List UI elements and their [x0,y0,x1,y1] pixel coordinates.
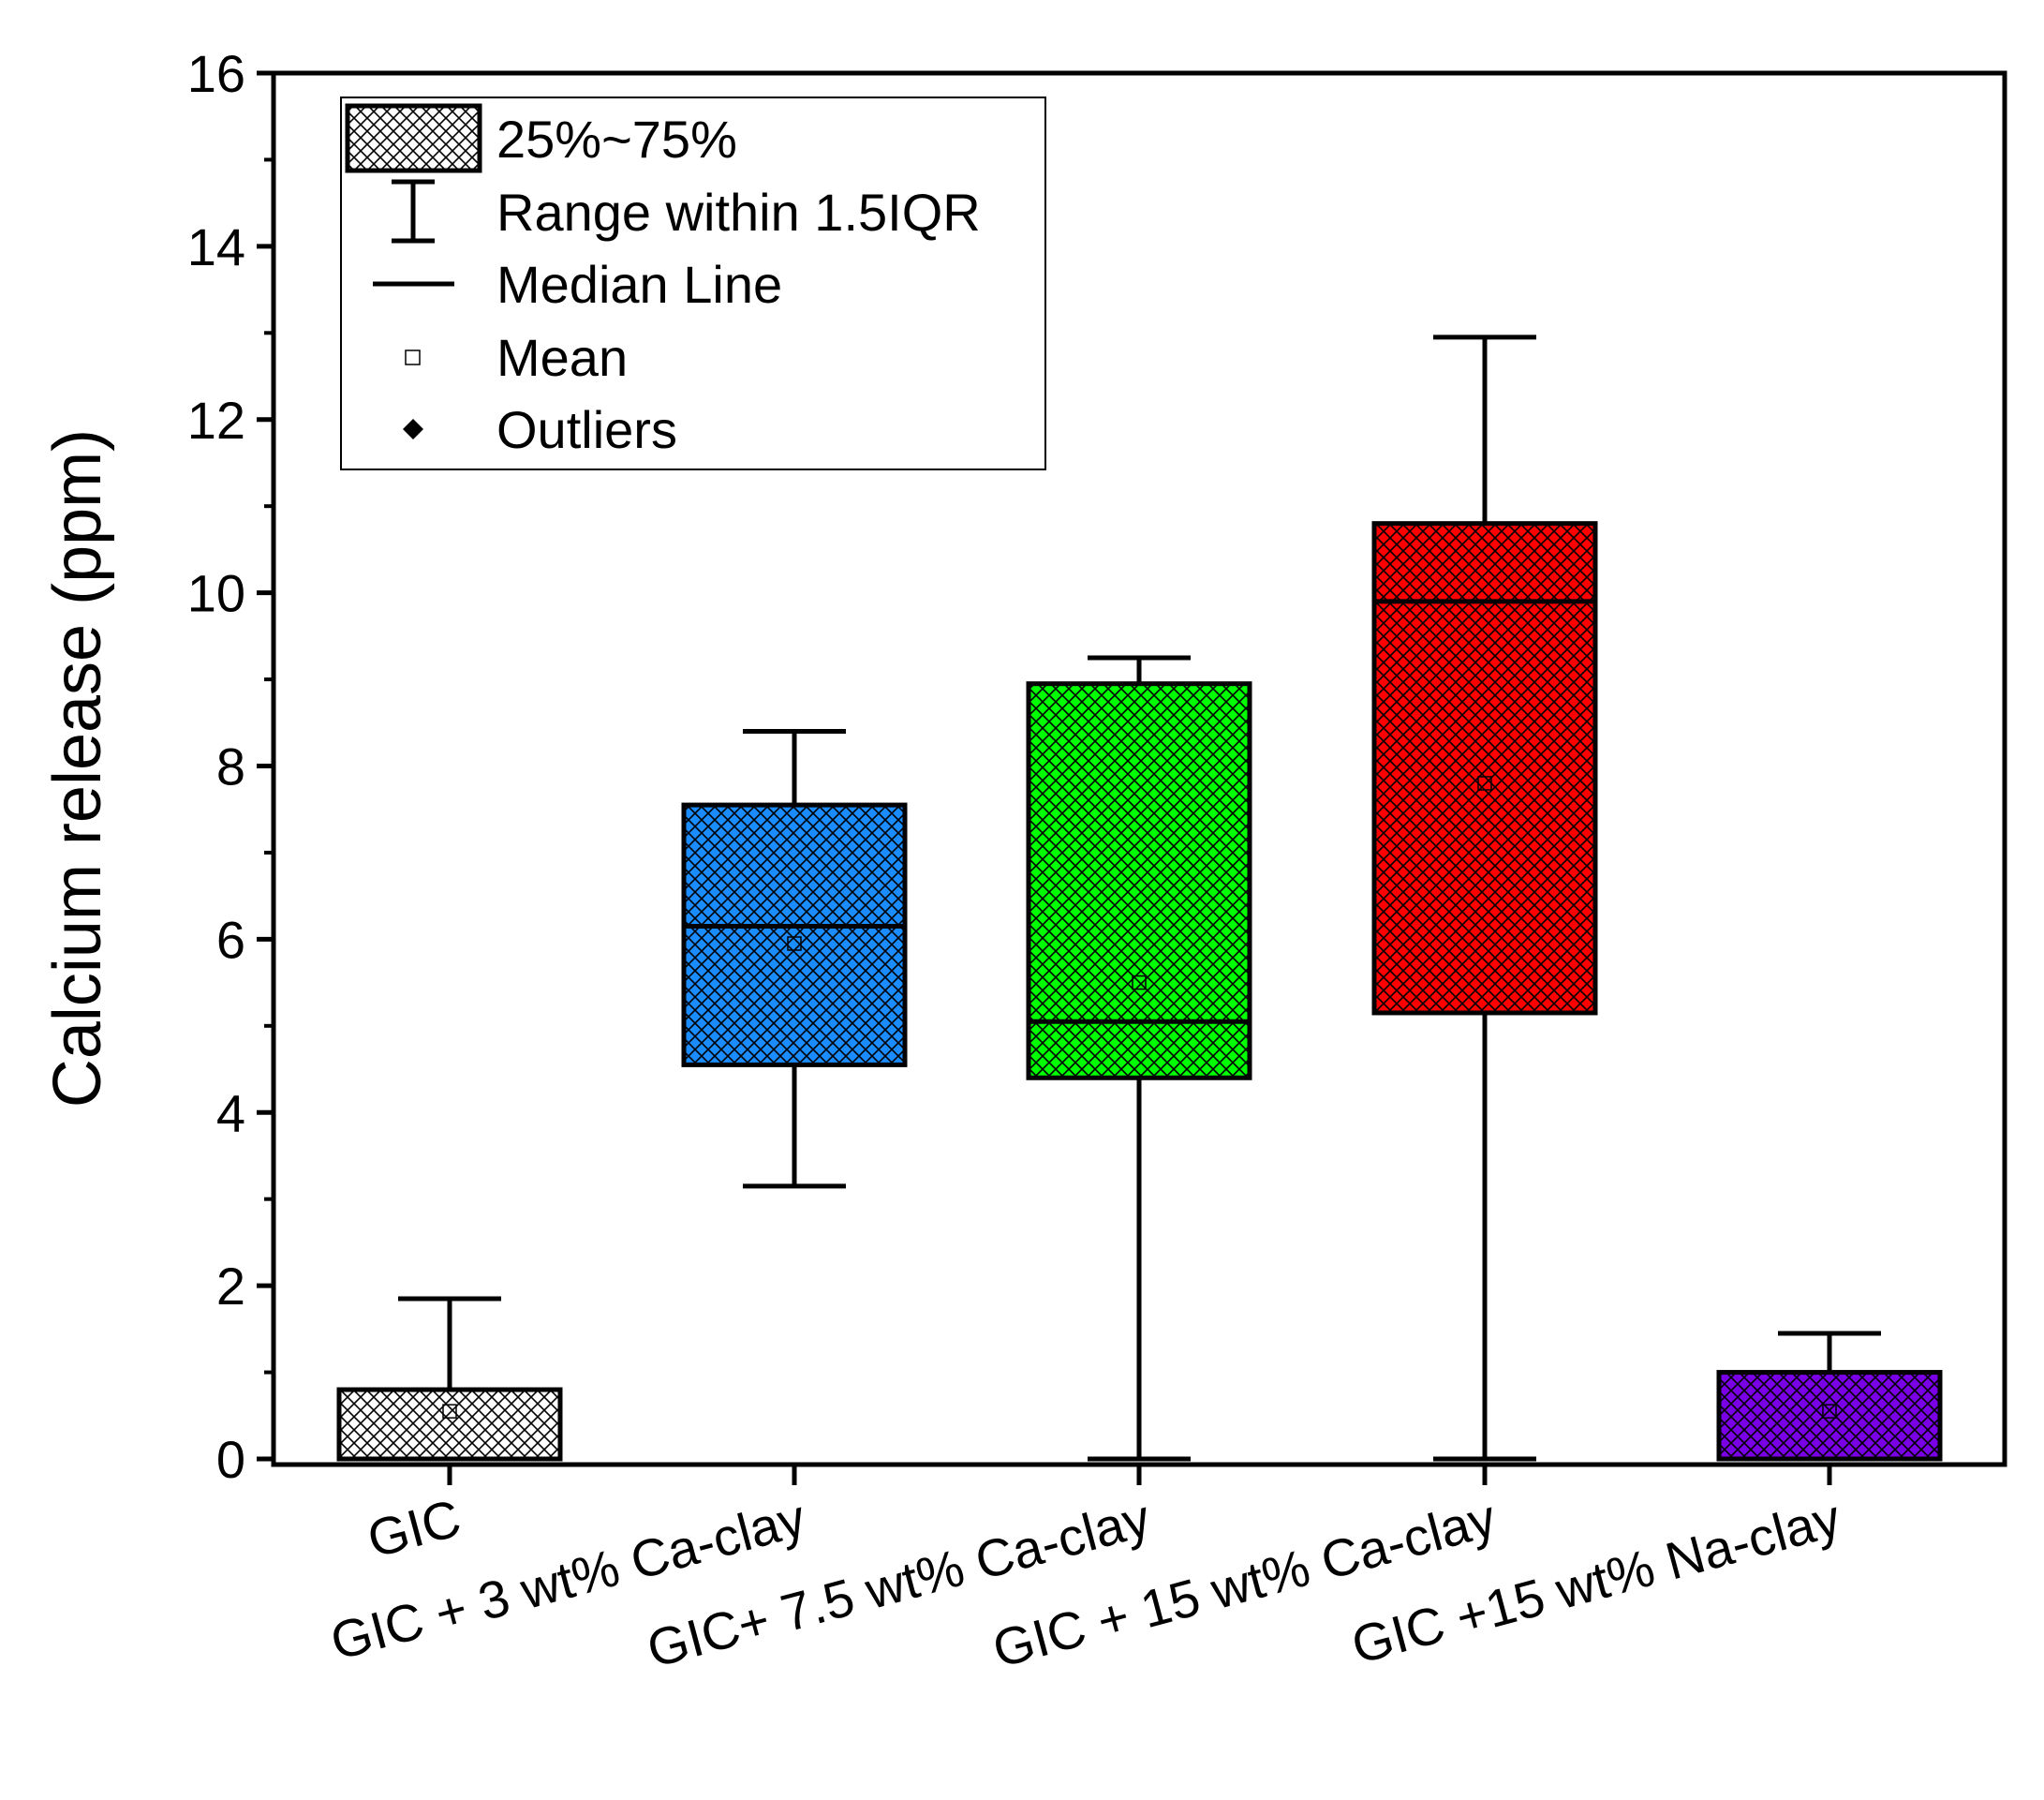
y-axis-title: Calcium release (ppm) [40,429,115,1108]
x-category-label: GIC [362,1488,467,1569]
legend-label-mean: Mean [496,328,628,387]
legend-label-whisker: Range within 1.5IQR [496,183,981,242]
y-tick-label: 2 [216,1257,245,1316]
box-iqr [681,802,908,1067]
legend-box-swatch [345,103,482,173]
legend-label-median: Median Line [496,255,782,314]
legend: 25%~75% Range within 1.5IQR Median Line … [340,97,1046,470]
mean-marker [1477,776,1492,791]
y-tick-label: 14 [187,217,245,276]
mean-marker [787,936,802,951]
legend-label-outliers: Outliers [496,400,677,459]
y-tick-label: 12 [187,391,245,450]
legend-whisker-symbol [392,179,435,244]
box-hatch [1374,523,1595,1013]
mean-marker [1132,974,1147,990]
y-tick-label: 8 [216,737,245,796]
y-tick-label: 10 [187,564,245,623]
box-1 [681,729,908,1189]
boxes-layer [336,335,1943,1462]
legend-outlier-symbol [403,419,423,439]
box-hatch [339,1390,560,1459]
box-4 [1716,1331,1943,1462]
legend-mean-symbol [405,350,421,365]
box-iqr [1026,681,1252,1080]
legend-label-box: 25%~75% [496,110,737,169]
y-tick-label: 0 [216,1430,245,1489]
mean-marker [1822,1404,1837,1419]
y-tick-label: 16 [187,44,245,103]
box-2 [1026,655,1252,1462]
y-tick-label: 6 [216,910,245,969]
box-3 [1371,335,1598,1462]
box-hatch [1719,1372,1940,1459]
box-hatch [1029,683,1250,1079]
y-tick-label: 4 [216,1083,245,1142]
box-hatch [684,805,905,1065]
y-axis-ticks: 0 2 4 6 8 10 12 14 16 [187,44,274,1489]
box-0 [336,1296,563,1462]
mean-marker [442,1404,457,1419]
box-iqr [1371,521,1598,1016]
